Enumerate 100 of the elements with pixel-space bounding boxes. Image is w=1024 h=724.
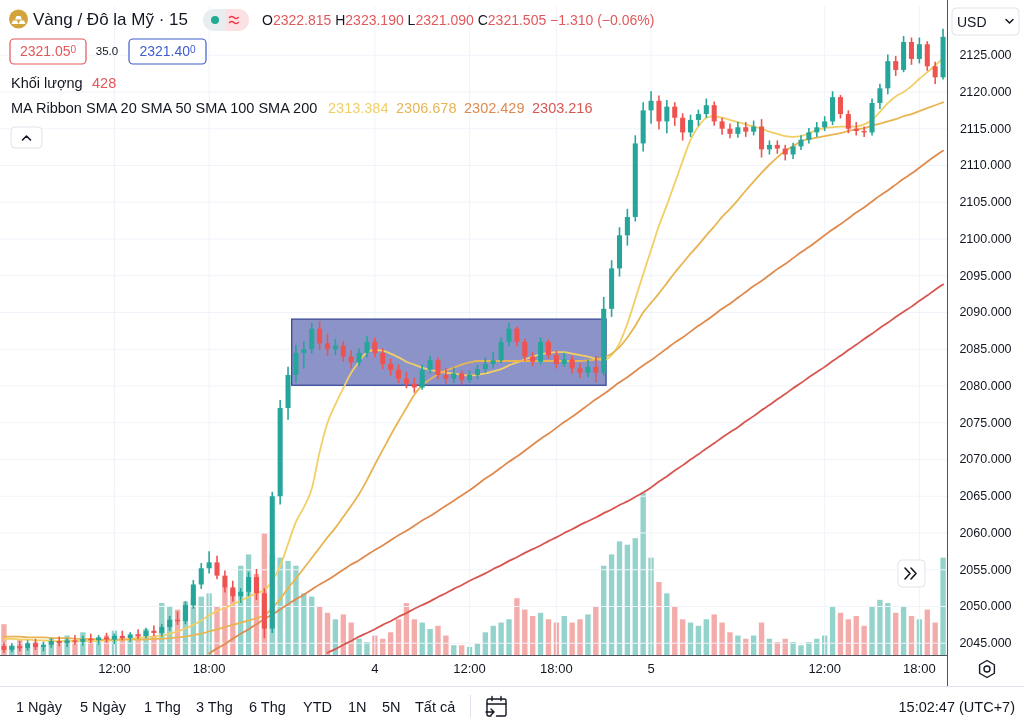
candlestick [656,95,662,130]
bar [940,557,946,655]
y-tick-label: 2070.000 [959,452,1012,467]
candlestick [309,322,315,354]
y-tick-label: 2110.000 [959,158,1012,173]
y-tick-label: 2050.000 [959,599,1012,614]
bar [585,614,591,655]
y-tick-label: 2120.000 [959,84,1012,99]
candlestick [624,208,630,246]
bar [727,632,733,655]
candlestick [893,55,899,76]
annotation: 2302.429 [464,100,525,116]
candlestick [711,101,717,126]
bar [458,645,465,655]
bar [301,593,307,655]
candlestick [916,37,922,64]
y-tick-label: 2075.000 [959,415,1012,430]
bar [861,625,867,655]
text: Tất cả [415,699,457,715]
candlestick [585,359,591,378]
x-tick-label: 5 [647,661,655,676]
bar [601,565,607,655]
candlestick [498,337,504,364]
y-tick-label: 2105.000 [959,195,1012,210]
bar [877,599,883,655]
candlestick [932,61,938,84]
candlestick [845,110,851,134]
bar [632,538,638,655]
x-tick-label: 12:00 [453,661,486,676]
y-tick-label: 2055.000 [959,562,1012,577]
bar [411,619,417,655]
bar [806,642,812,655]
candlestick [380,348,386,370]
bar [427,629,433,655]
x-tick-label: 18:00 [540,661,573,676]
text: 6 Thg [249,699,286,715]
bar [364,642,370,655]
bar [672,606,678,655]
bar [537,612,544,655]
candlestick [435,357,441,380]
bar [356,638,362,655]
text: 5N [382,699,401,715]
annotation: 2321.05$^{0}$ [19,43,77,59]
candlestick [206,551,212,574]
bar [616,541,623,655]
candlestick [924,41,930,71]
bar [498,622,504,655]
bar [474,643,481,655]
bar [624,544,631,655]
annotation: Khối lượng [11,75,83,91]
candlestick [293,344,299,384]
candlestick [853,122,859,136]
text: 1 Thg [144,699,181,715]
y-tick-label: 2085.000 [959,342,1012,357]
bar [703,619,709,655]
candlestick [877,83,883,109]
candlestick [688,114,694,137]
candlestick [506,322,512,347]
candlestick [561,352,567,367]
candlestick [837,94,843,119]
candlestick [324,333,331,356]
bar [711,614,717,655]
bar [853,616,859,655]
candlestick [593,355,599,383]
candlestick [538,337,544,365]
bar [348,622,354,655]
bar [395,619,402,655]
bar [893,612,899,655]
chart-title: Vàng / Đô la Mỹ · 15 [33,10,188,29]
candlestick [680,113,686,141]
bar [506,619,512,655]
annotation: MA Ribbon SMA 20 SMA 50 SMA 100 SMA 200 [11,100,318,116]
bar [387,632,394,655]
text: 5 Ngày [80,699,127,715]
bar [719,622,725,655]
candlestick [908,37,915,65]
candlestick [317,321,323,351]
bar [593,606,599,655]
bar [790,642,796,655]
annotation: 2321.40$^{0}$ [139,43,196,59]
annotation: 2306.678 [396,100,457,116]
bar [530,616,536,655]
bar [435,625,441,655]
x-tick-label: 12:00 [808,661,841,676]
bar [656,581,662,655]
y-tick-label: 2080.000 [959,378,1012,393]
bar [316,606,323,655]
bar [522,609,528,655]
x-tick-label: 18:00 [192,661,226,676]
candlestick [759,119,765,158]
line-series [326,283,944,654]
y-tick-label: 2100.000 [959,231,1012,246]
bar [900,606,907,655]
y-tick-label: 2060.000 [959,525,1012,540]
text: YTD [303,699,332,715]
candlestick [246,571,252,597]
candlestick [419,364,425,390]
candlestick [17,640,23,652]
bar [443,635,449,655]
bar [561,616,567,655]
